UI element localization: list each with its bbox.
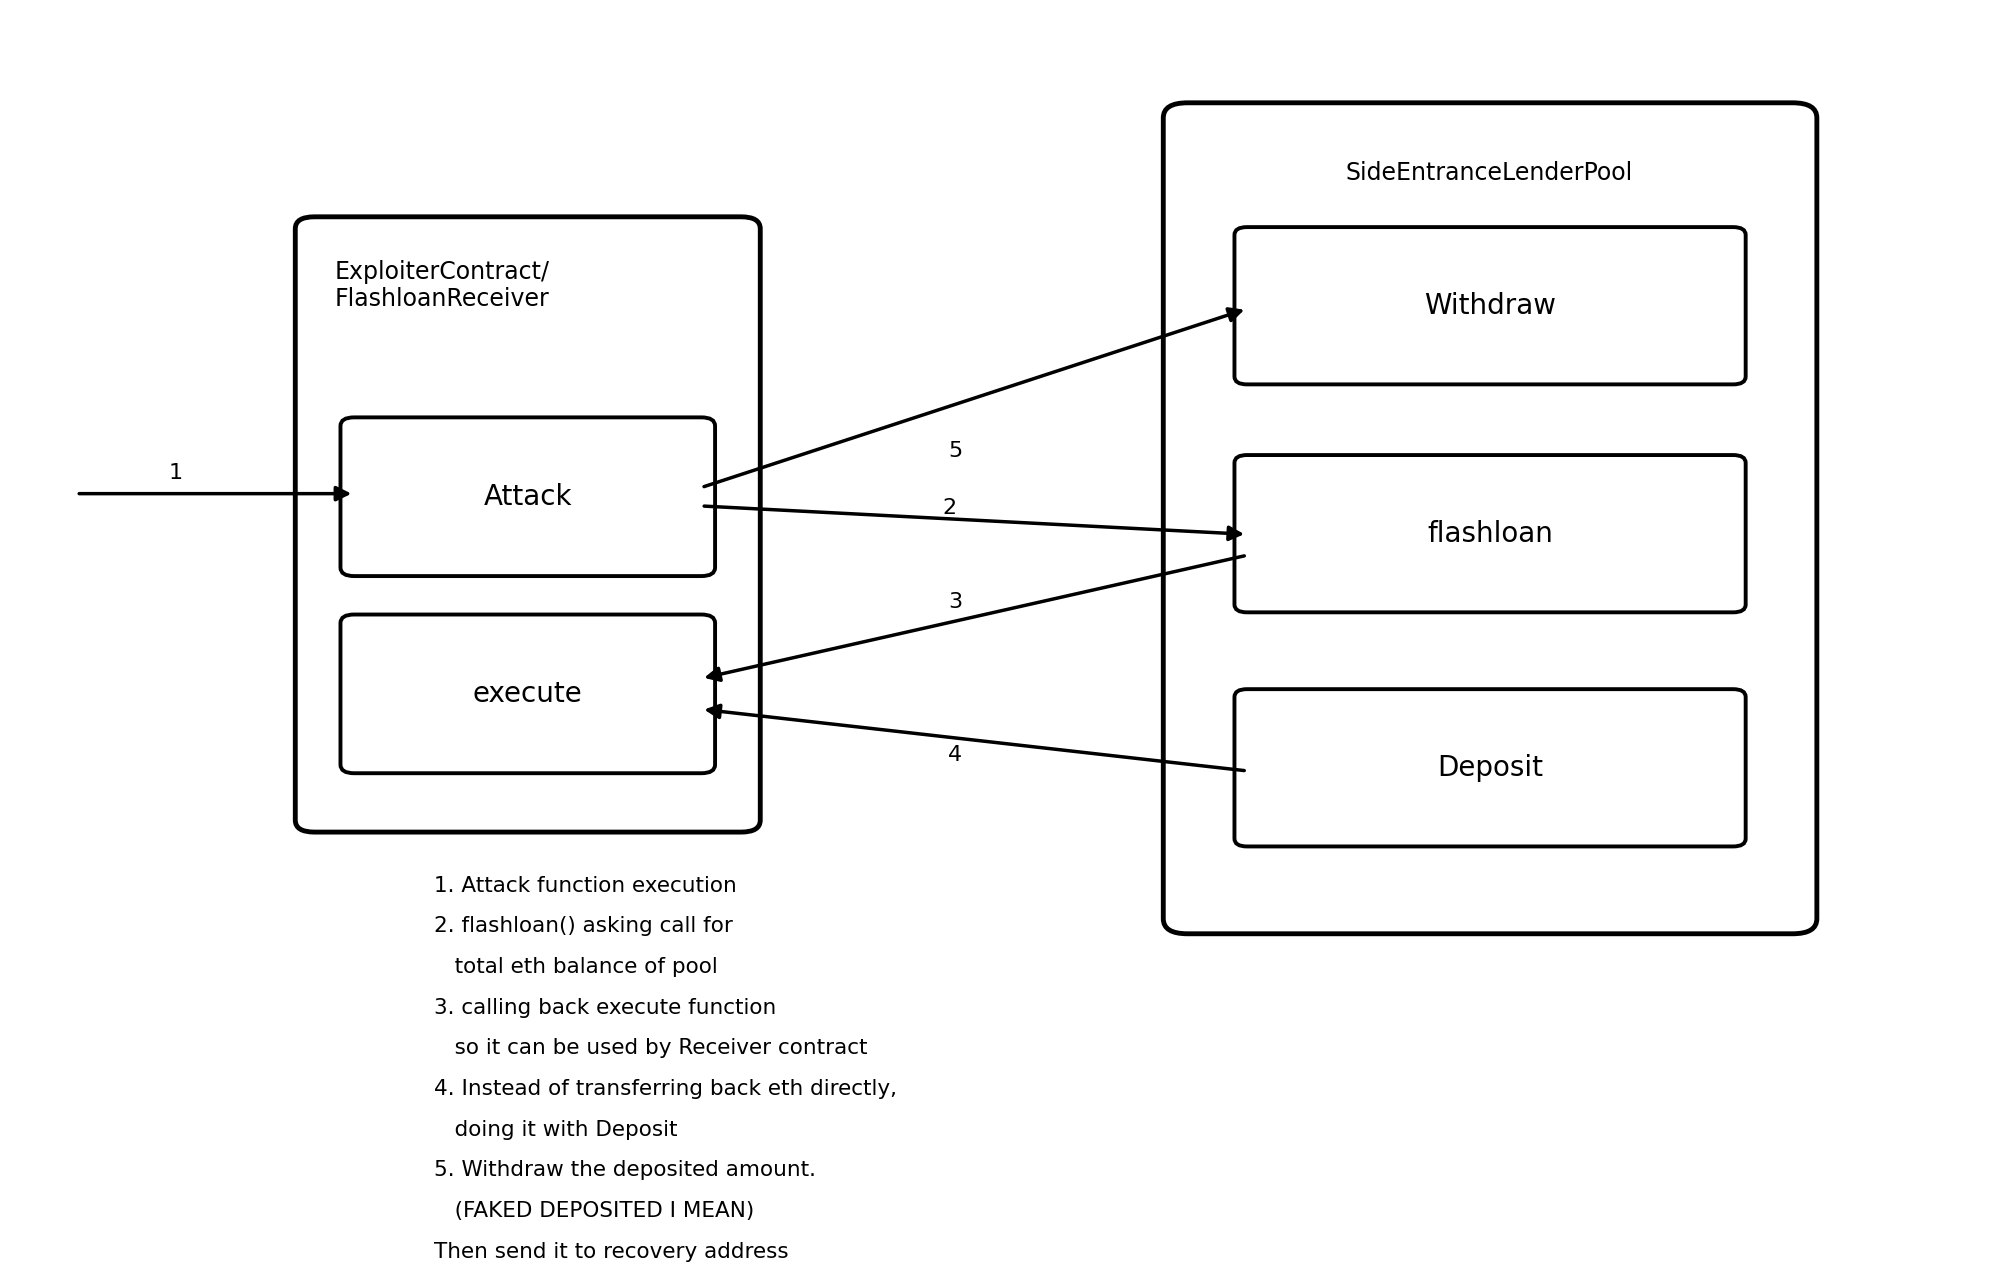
Text: 4. Instead of transferring back eth directly,: 4. Instead of transferring back eth dire… [434, 1079, 897, 1099]
Text: 5. Withdraw the deposited amount.: 5. Withdraw the deposited amount. [434, 1160, 815, 1181]
Text: doing it with Deposit: doing it with Deposit [434, 1120, 677, 1140]
Text: flashloan: flashloan [1427, 520, 1552, 548]
Text: Deposit: Deposit [1437, 753, 1542, 782]
Text: 3. calling back execute function: 3. calling back execute function [434, 998, 775, 1018]
Text: 2. flashloan() asking call for: 2. flashloan() asking call for [434, 917, 733, 936]
FancyBboxPatch shape [1235, 227, 1746, 384]
FancyBboxPatch shape [340, 615, 715, 773]
Text: Then send it to recovery address: Then send it to recovery address [434, 1241, 787, 1262]
FancyBboxPatch shape [1235, 690, 1746, 847]
Text: 5: 5 [949, 440, 963, 460]
FancyBboxPatch shape [1163, 103, 1816, 933]
Text: so it can be used by Receiver contract: so it can be used by Receiver contract [434, 1038, 867, 1059]
Text: 1: 1 [168, 463, 182, 483]
FancyBboxPatch shape [1235, 455, 1746, 612]
Text: Withdraw: Withdraw [1425, 292, 1556, 320]
Text: 3: 3 [949, 592, 963, 612]
Text: 4: 4 [949, 744, 963, 765]
Text: 1. Attack function execution: 1. Attack function execution [434, 876, 737, 895]
Text: SideEntranceLenderPool: SideEntranceLenderPool [1345, 161, 1632, 185]
Text: ExploiterContract/
FlashloanReceiver: ExploiterContract/ FlashloanReceiver [334, 260, 549, 312]
Text: (FAKED DEPOSITED I MEAN): (FAKED DEPOSITED I MEAN) [434, 1201, 753, 1221]
Text: 2: 2 [943, 498, 957, 519]
FancyBboxPatch shape [340, 417, 715, 576]
Text: total eth balance of pool: total eth balance of pool [434, 957, 717, 976]
FancyBboxPatch shape [296, 217, 761, 832]
Text: execute: execute [474, 680, 583, 708]
Text: Attack: Attack [484, 483, 571, 511]
